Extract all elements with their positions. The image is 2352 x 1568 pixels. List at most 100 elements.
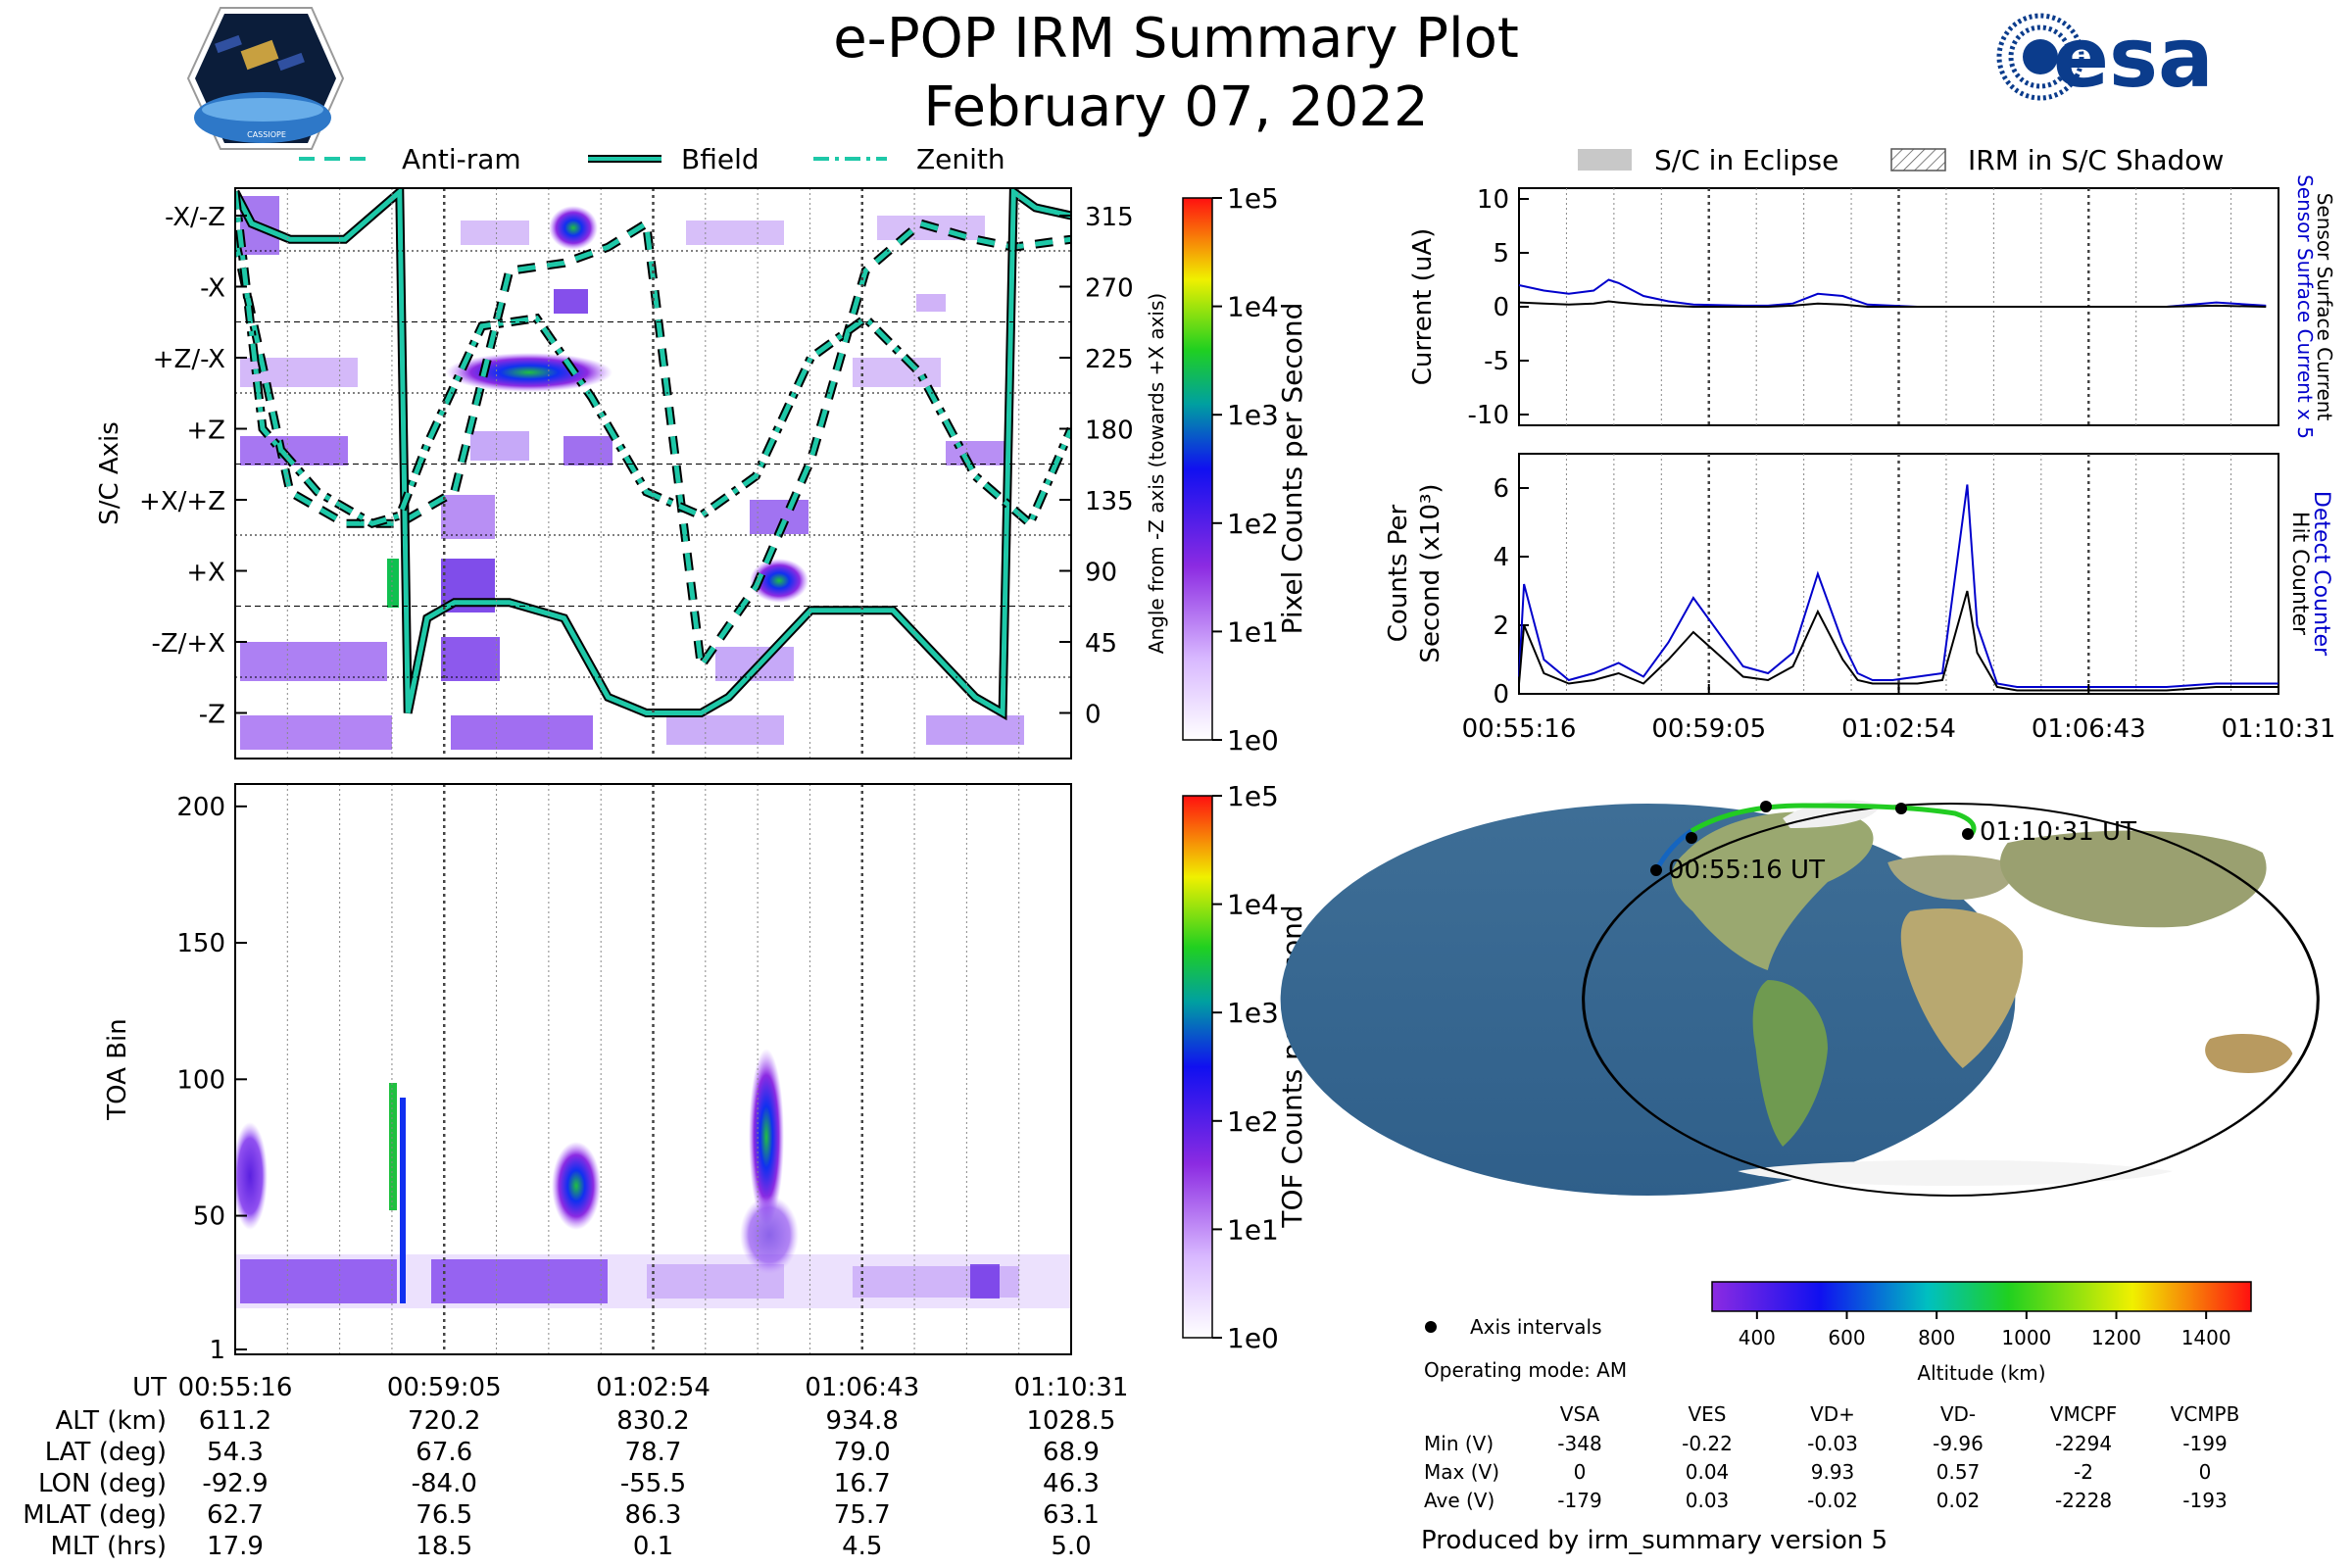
voltage-value: -0.03 [1807, 1432, 1858, 1455]
voltage-value: 0.57 [1936, 1460, 1981, 1484]
counts-right-label-black: Hit Counter [2287, 512, 2312, 636]
colorbar-tick-label: 1e3 [1227, 997, 1279, 1029]
counts-xtick-label: 01:06:43 [2032, 714, 2146, 744]
toa-heatmap-panel: TOA Bin 200 150 100 50 1 [103, 783, 1072, 1365]
series-detect-counter [1518, 484, 2278, 688]
current-yticks: 10 5 0 -5 -10 [1468, 185, 1529, 430]
current-ylabel: Current (uA) [1408, 228, 1438, 385]
ephemeris-value: 16.7 [834, 1469, 891, 1498]
voltage-value: -179 [1557, 1489, 1601, 1512]
ephemeris-value: 17.9 [207, 1532, 264, 1561]
ephemeris-value: 720.2 [408, 1406, 480, 1436]
esa-logo-text: esa [2053, 10, 2214, 106]
current-series [1518, 278, 2267, 308]
axis-category-label: +X/+Z [139, 487, 225, 516]
legend-zenith: Zenith [916, 143, 1005, 175]
ephemeris-value: -55.5 [620, 1469, 686, 1498]
axis-category-label: +Z/-X [153, 345, 225, 374]
counts-xticks: 00:55:16 00:59:05 01:02:54 01:06:43 01:10:31 [1462, 684, 2335, 744]
voltage-column-header: VD+ [1810, 1402, 1855, 1426]
mission-logo-text: CASSIOPE [247, 130, 286, 139]
ephemeris-value: 5.0 [1051, 1532, 1091, 1561]
toa-tick-label: 1 [209, 1336, 225, 1365]
counts-ylabel-line1: Counts Per [1384, 504, 1413, 642]
pixel-colorbar-ticks: 1e5 1e4 1e3 1e2 1e1 1e0 [1212, 182, 1279, 757]
esa-logo: esa [1996, 10, 2214, 106]
voltage-value: 0.03 [1686, 1489, 1730, 1512]
colorbar-tick-label: 1e1 [1227, 1213, 1279, 1246]
colorbar-tick-label: 1e5 [1227, 780, 1279, 812]
angle-tick-label: 270 [1085, 274, 1134, 304]
ut-tick-label: 01:02:54 [596, 1373, 710, 1402]
voltage-value: 0.02 [1936, 1489, 1981, 1512]
counts-tick-label: 4 [1493, 543, 1509, 572]
colorbar-tick-label: 1e4 [1227, 889, 1279, 921]
toa-tick-label: 150 [176, 929, 225, 958]
counts-xtick-label: 00:59:05 [1651, 714, 1766, 744]
current-tick-label: 0 [1493, 293, 1509, 322]
ephemeris-value: 611.2 [199, 1406, 271, 1436]
legend-anti-ram: Anti-ram [402, 143, 521, 175]
colorbar-tick-label: 1e1 [1227, 615, 1279, 648]
angle-tick-label: 315 [1085, 203, 1134, 232]
ephemeris-table: UT 00:55:16 00:59:05 01:02:54 01:06:43 01:10:… [23, 1373, 1128, 1561]
axis-ylabel: S/C Axis [95, 421, 124, 525]
ephemeris-value: 76.5 [416, 1500, 472, 1530]
voltage-value: -193 [2182, 1489, 2227, 1512]
axis-interval-markers [1650, 801, 1974, 876]
altitude-tick-label: 600 [1828, 1326, 1865, 1349]
angle-tick-label: 90 [1085, 559, 1117, 588]
ground-track-map: 00:55:16 UT 01:10:31 UT [1280, 800, 2320, 1197]
map-land [1671, 800, 2293, 1186]
ephemeris-value: 75.7 [834, 1500, 891, 1530]
colorbar-tick-label: 1e2 [1227, 1105, 1279, 1138]
altitude-tick-label: 1000 [2001, 1326, 2051, 1349]
voltage-row-label: Max (V) [1424, 1460, 1499, 1484]
track-start-label: 00:55:16 UT [1668, 856, 1825, 885]
altitude-label: Altitude (km) [1917, 1361, 2045, 1385]
footer-produced-by: Produced by irm_summary version 5 [1421, 1526, 1887, 1555]
ut-tick-label: 01:10:31 [1014, 1373, 1129, 1402]
toa-ylabel: TOA Bin [103, 1018, 132, 1120]
curve-bfield [235, 188, 1071, 717]
angle-curves [235, 188, 1071, 721]
voltage-value: -2294 [2055, 1432, 2112, 1455]
colorbar-tick-label: 1e4 [1227, 291, 1279, 323]
counts-xtick-label: 00:55:16 [1462, 714, 1577, 744]
counts-ylabel-line2: Second (x10³) [1416, 483, 1446, 662]
colorbar-tick-label: 1e3 [1227, 399, 1279, 431]
voltage-row-label: Ave (V) [1424, 1489, 1494, 1512]
altitude-tick-label: 1200 [2091, 1326, 2141, 1349]
counts-tick-label: 6 [1493, 474, 1509, 504]
axis-angle-ticks: 315 270 225 180 135 90 45 0 [1059, 203, 1134, 730]
voltage-column-header: VES [1688, 1402, 1726, 1426]
ephemeris-value: 934.8 [826, 1406, 899, 1436]
current-tick-label: 10 [1477, 185, 1509, 215]
ephemeris-value: 830.2 [616, 1406, 689, 1436]
voltage-value: 9.93 [1811, 1460, 1855, 1484]
current-right-label-black: Sensor Surface Current [2313, 193, 2336, 421]
ephemeris-value: 46.3 [1043, 1469, 1100, 1498]
angle-tick-label: 225 [1085, 345, 1134, 374]
pixel-colorbar-label: Pixel Counts per Second [1276, 303, 1308, 635]
curve-zenith [235, 191, 1071, 528]
page-title: e-POP IRM Summary Plot [833, 7, 1519, 71]
axis-category-label: -X/-Z [165, 203, 225, 232]
toa-tick-label: 50 [193, 1202, 225, 1232]
voltage-value: -199 [2182, 1432, 2227, 1455]
ground-track-green [1690, 803, 1977, 836]
ephemeris-value: -84.0 [412, 1469, 477, 1498]
voltage-column-header: VSA [1560, 1402, 1600, 1426]
voltage-column-header: VCMPB [2171, 1402, 2240, 1426]
axis-time-gridlines [286, 188, 1020, 759]
voltage-value: 0 [2199, 1460, 2212, 1484]
axis-heatmap-cells [235, 188, 1071, 750]
axis-panel-legend: Anti-ram Bfield Zenith [299, 143, 1005, 175]
angle-tick-label: 180 [1085, 416, 1134, 446]
ephemeris-row-label: LAT (deg) [45, 1438, 167, 1467]
toa-tick-label: 100 [176, 1065, 225, 1095]
series-hit-counter [1518, 590, 2278, 692]
axis-intervals-legend: Axis intervals [1425, 1315, 1602, 1339]
current-tick-label: -5 [1484, 347, 1509, 376]
